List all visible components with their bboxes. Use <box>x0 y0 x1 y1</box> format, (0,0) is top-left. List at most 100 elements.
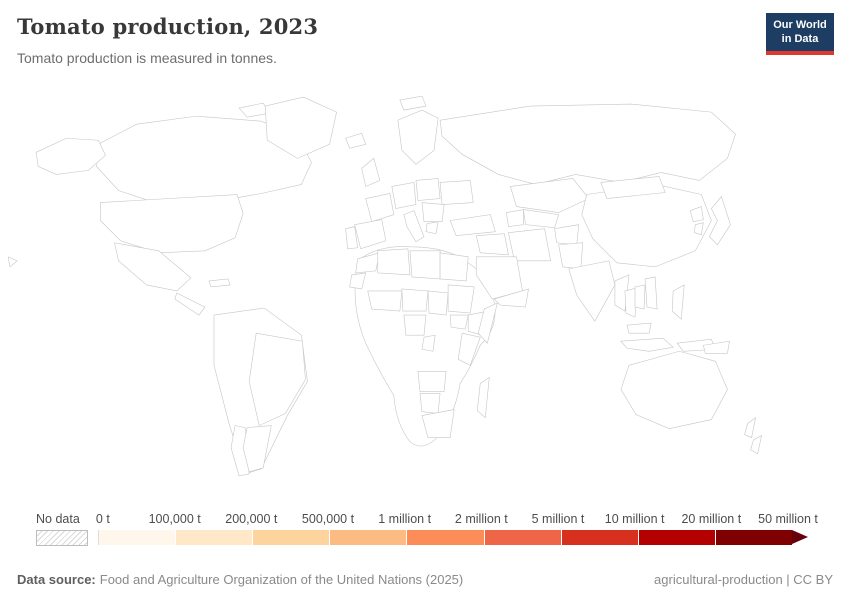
legend-color-segment[interactable] <box>330 530 408 545</box>
legend-boundary-label: 5 million t <box>531 512 585 526</box>
country-vietnam[interactable] <box>644 276 658 310</box>
country-south-africa[interactable] <box>421 409 455 438</box>
data-source-line: Data source: Food and Agriculture Organiz… <box>17 572 463 587</box>
legend-boundary-label: 200,000 t <box>225 512 278 526</box>
country-somalia[interactable] <box>477 302 498 344</box>
country-italy[interactable] <box>403 210 425 243</box>
country-algeria[interactable] <box>377 248 411 276</box>
country-ukraine[interactable] <box>439 180 474 205</box>
country-malaysia[interactable] <box>626 322 652 334</box>
country-new-zealand[interactable] <box>744 416 757 439</box>
country-russia[interactable] <box>439 103 736 185</box>
country-canada-islands[interactable] <box>238 102 270 118</box>
legend-color-bar <box>98 530 792 545</box>
country-china[interactable] <box>581 184 712 268</box>
country-brazil[interactable] <box>248 332 306 427</box>
country-north-korea[interactable] <box>689 206 704 222</box>
data-source-text: Food and Agriculture Organization of the… <box>99 572 464 587</box>
country-mongolia[interactable] <box>600 176 666 199</box>
map-edge-fragment[interactable] <box>7 256 18 268</box>
legend-color-segment[interactable] <box>484 530 562 545</box>
country-cameroon[interactable] <box>421 334 436 352</box>
country-nigeria[interactable] <box>403 314 427 336</box>
country-iran[interactable] <box>508 228 551 262</box>
country-france[interactable] <box>365 193 395 223</box>
country-libya[interactable] <box>409 250 441 280</box>
country-canada[interactable] <box>94 115 312 205</box>
legend-bar-row <box>98 530 808 545</box>
legend-color-segment[interactable] <box>253 530 331 545</box>
country-greece[interactable] <box>425 221 439 235</box>
legend-bar-area: 0 t 100,000 t 200,000 t 500,000 t 1 million … <box>96 512 818 545</box>
country-papua-new-guinea[interactable] <box>702 340 730 354</box>
data-source-label: Data source: <box>17 572 96 587</box>
country-australia[interactable] <box>620 350 728 429</box>
country-laos-cambodia[interactable] <box>634 284 646 310</box>
country-yemen-oman[interactable] <box>493 288 529 308</box>
country-philippines[interactable] <box>671 284 685 320</box>
legend-no-data: No data <box>36 512 88 546</box>
country-india[interactable] <box>568 260 616 322</box>
country-sudan[interactable] <box>447 284 475 314</box>
map-legend: No data 0 t 100,000 t 200,000 t 500,000 t 1 … <box>36 512 818 548</box>
legend-labels: 0 t 100,000 t 200,000 t 500,000 t 1 million … <box>96 512 818 528</box>
country-iceland[interactable] <box>345 132 367 149</box>
country-argentina[interactable] <box>242 425 272 473</box>
country-chile[interactable] <box>230 425 250 477</box>
country-egypt[interactable] <box>439 252 469 282</box>
legend-color-segment[interactable] <box>176 530 254 545</box>
country-portugal[interactable] <box>345 226 359 250</box>
country-central-europe[interactable] <box>391 182 417 209</box>
country-greenland[interactable] <box>264 96 337 159</box>
legend-boundary-label: 500,000 t <box>301 512 355 526</box>
country-new-zealand[interactable] <box>750 435 763 455</box>
legend-arrow-icon <box>792 530 808 544</box>
country-namibia[interactable] <box>419 393 441 414</box>
country-japan[interactable] <box>708 195 731 246</box>
country-niger[interactable] <box>401 288 429 312</box>
legend-boundary-label: 2 million t <box>454 512 508 526</box>
page-title: Tomato production, 2023 <box>17 14 319 39</box>
country-scandinavia[interactable] <box>397 109 439 165</box>
country-syria-iraq[interactable] <box>475 233 509 256</box>
legend-color-segment[interactable] <box>715 530 792 545</box>
legend-color-segment[interactable] <box>638 530 716 545</box>
country-angola[interactable] <box>417 371 447 392</box>
chart-footer: Data source: Food and Agriculture Organiz… <box>17 572 833 587</box>
country-morocco[interactable] <box>355 252 381 274</box>
country-turkey[interactable] <box>449 214 496 237</box>
legend-color-segment[interactable] <box>98 530 177 545</box>
country-central-america[interactable] <box>174 292 206 316</box>
country-madagascar[interactable] <box>476 376 490 419</box>
country-indonesia[interactable] <box>620 337 674 352</box>
country-south-korea[interactable] <box>693 222 704 236</box>
owid-logo[interactable]: Our World in Data <box>766 13 834 55</box>
country-chad[interactable] <box>427 290 449 316</box>
country-thailand[interactable] <box>624 287 638 318</box>
country-turkmenistan[interactable] <box>506 209 524 228</box>
country-south-sudan[interactable] <box>449 314 469 330</box>
country-uzbekistan[interactable] <box>523 209 560 228</box>
country-kazakhstan[interactable] <box>510 178 590 213</box>
country-usa[interactable] <box>100 194 244 254</box>
legend-color-segment[interactable] <box>407 530 485 545</box>
country-western-sahara[interactable] <box>349 272 367 290</box>
country-mexico[interactable] <box>114 242 192 292</box>
country-pakistan[interactable] <box>558 242 584 270</box>
country-poland-region[interactable] <box>415 178 441 201</box>
country-spain[interactable] <box>354 219 387 250</box>
legend-color-segment[interactable] <box>561 530 639 545</box>
country-united-kingdom[interactable] <box>361 157 381 187</box>
legend-boundary-label: 100,000 t <box>148 512 201 526</box>
credit-line[interactable]: agricultural-production | CC BY <box>654 572 833 587</box>
country-usa-alaska[interactable] <box>35 137 106 175</box>
country-svalbard[interactable] <box>399 95 427 111</box>
country-mali[interactable] <box>367 290 403 312</box>
legend-boundary-label: 1 million t <box>378 512 432 526</box>
country-kenya-tanzania[interactable] <box>457 332 481 366</box>
country-cuba[interactable] <box>208 278 231 288</box>
country-balkans[interactable] <box>421 202 445 222</box>
no-data-swatch[interactable] <box>36 530 88 546</box>
country-afghanistan[interactable] <box>554 224 580 246</box>
